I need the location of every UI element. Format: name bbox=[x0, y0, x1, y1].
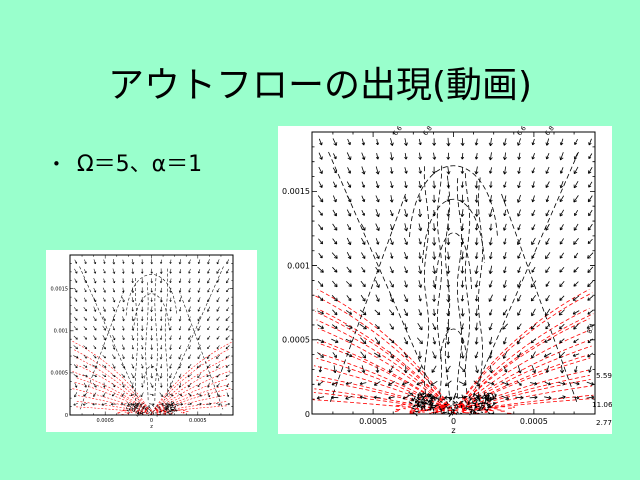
svg-text:0.0005: 0.0005 bbox=[51, 371, 69, 377]
svg-text:0.0005: 0.0005 bbox=[96, 418, 114, 424]
quiver-contour-plot-small: 0.0015 0.001 0.0005 0 0.0005 0 0.0005 z bbox=[51, 254, 234, 430]
svg-text:0: 0 bbox=[65, 413, 68, 419]
svg-text:11.06: 11.06 bbox=[592, 400, 612, 409]
svg-text:0.001: 0.001 bbox=[287, 261, 310, 270]
svg-text:z: z bbox=[150, 424, 153, 430]
quiver-contour-plot-large: 0.0015 0.001 0.0005 0 0.0005 0 0.0005 z 6.6 6.8 6.… bbox=[282, 126, 612, 434]
svg-text:0.0015: 0.0015 bbox=[51, 286, 69, 292]
svg-text:0.0015: 0.0015 bbox=[282, 187, 310, 196]
bullet-marker-icon: • bbox=[52, 155, 61, 173]
svg-text:0.0005: 0.0005 bbox=[520, 417, 548, 426]
figure-small-outflow-snapshot[interactable]: 0.0015 0.001 0.0005 0 0.0005 0 0.0005 z bbox=[46, 250, 257, 432]
svg-text:0.0005: 0.0005 bbox=[282, 336, 310, 345]
svg-text:0.0005: 0.0005 bbox=[359, 417, 387, 426]
slide-title: アウトフローの出現(動画) bbox=[107, 65, 533, 106]
bullet-line: • Ω＝5、α＝1 bbox=[52, 146, 202, 178]
svg-text:0: 0 bbox=[150, 418, 153, 424]
svg-text:6.6: 6.6 bbox=[391, 126, 404, 137]
svg-text:6.8: 6.8 bbox=[421, 126, 434, 137]
svg-text:z: z bbox=[451, 426, 455, 434]
bullet-text: Ω＝5、α＝1 bbox=[76, 152, 203, 177]
svg-text:6.8: 6.8 bbox=[543, 126, 556, 137]
svg-text:5.59: 5.59 bbox=[596, 371, 612, 380]
svg-text:2.77: 2.77 bbox=[596, 418, 612, 427]
svg-text:0.0005: 0.0005 bbox=[189, 418, 207, 424]
figure-large-outflow-movie[interactable]: 0.0015 0.001 0.0005 0 0.0005 0 0.0005 z 6.6 6.8 6.… bbox=[278, 126, 612, 434]
svg-text:0: 0 bbox=[305, 410, 310, 419]
svg-text:0: 0 bbox=[451, 417, 456, 426]
svg-text:6.6: 6.6 bbox=[515, 126, 528, 137]
svg-text:0.001: 0.001 bbox=[54, 329, 68, 335]
svg-text:8.4: 8.4 bbox=[585, 322, 596, 334]
